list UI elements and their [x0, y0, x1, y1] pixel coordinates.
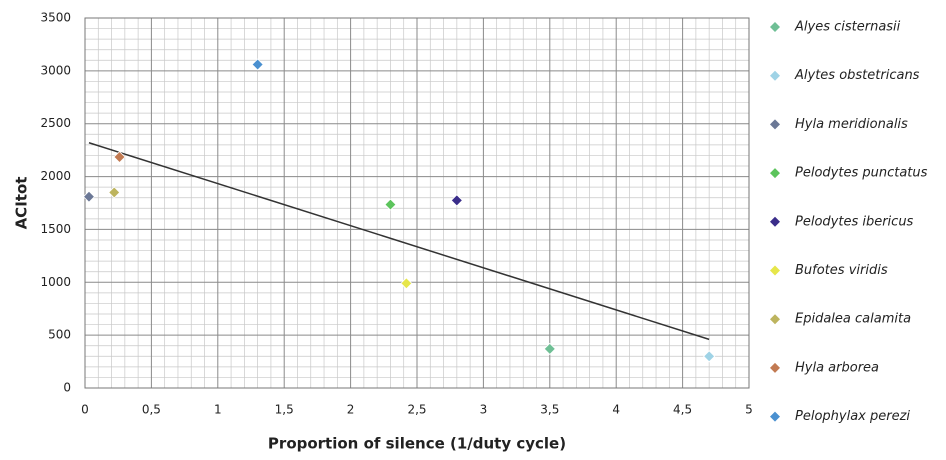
y-tick-label: 3500 — [40, 11, 71, 25]
y-tick-label: 2500 — [40, 116, 71, 130]
legend-label: Hyla meridionalis — [795, 117, 908, 132]
legend-marker — [770, 265, 780, 276]
x-tick-label: 5 — [745, 403, 753, 417]
x-tick-label: 2,5 — [407, 403, 426, 417]
data-point — [108, 186, 121, 199]
x-tick-label: 4,5 — [673, 403, 692, 417]
legend-label: Pelophylax perezi — [795, 409, 910, 424]
y-tick-label: 0 — [63, 381, 71, 395]
data-point — [384, 198, 397, 211]
data-point — [113, 150, 126, 164]
legend-marker — [770, 168, 780, 179]
legend-marker — [770, 22, 780, 32]
legend-marker — [770, 314, 780, 325]
data-point — [251, 58, 264, 71]
y-tick-label: 3000 — [40, 63, 71, 77]
legend-label: Pelodytes punctatus — [795, 166, 928, 181]
y-tick-label: 2000 — [40, 169, 71, 183]
legend-marker — [770, 70, 780, 81]
legend-label: Alytes obstetricans — [794, 68, 920, 83]
legend-marker — [770, 216, 780, 227]
legend-label: Pelodytes ibericus — [795, 214, 914, 229]
x-tick-label: 2 — [347, 403, 355, 417]
legend-label: Bufotes viridis — [795, 263, 888, 278]
x-tick-label: 1,5 — [275, 403, 294, 417]
legend-label: Epidalea calamita — [795, 312, 911, 327]
data-point — [82, 190, 96, 203]
x-tick-label: 0,5 — [142, 403, 161, 417]
x-tick-label: 3 — [480, 403, 488, 417]
y-tick-label: 1000 — [40, 275, 71, 289]
legend-marker — [770, 119, 780, 130]
x-tick-label: 4 — [612, 403, 620, 417]
x-axis-title: Proportion of silence (1/duty cycle) — [268, 435, 566, 453]
x-tick-label: 1 — [214, 403, 222, 417]
legend-label: Hyla arborea — [795, 360, 879, 375]
x-tick-label: 3,5 — [540, 403, 559, 417]
legend-marker — [770, 362, 780, 373]
trend-line — [88, 142, 710, 341]
data-point — [703, 350, 716, 363]
data-point — [450, 194, 463, 207]
data-point — [543, 342, 556, 355]
x-tick-label: 0 — [81, 403, 89, 417]
data-point — [400, 277, 413, 290]
y-tick-label: 500 — [48, 328, 71, 342]
plot-frame — [84, 17, 750, 389]
legend-marker — [770, 411, 780, 422]
y-tick-label: 1500 — [40, 222, 71, 236]
y-axis-title: ACItot — [13, 177, 31, 230]
legend-label: Alyes cisternasii — [794, 20, 901, 35]
